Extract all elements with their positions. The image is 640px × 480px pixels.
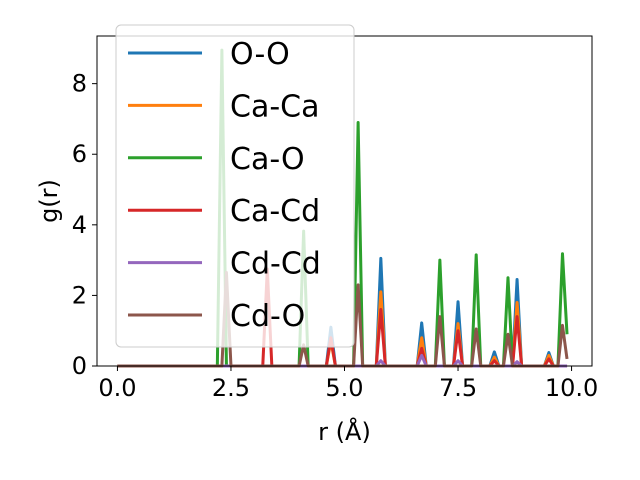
legend: O-O Ca-Ca Ca-O Ca-Cd Cd-Cd Cd-O (115, 24, 355, 348)
legend-entry: Ca-Ca (230, 89, 320, 124)
x-tick-label: 10.0 (545, 374, 598, 402)
y-tick-label: 2 (72, 281, 87, 309)
y-tick-label: 8 (72, 70, 87, 98)
x-tick-label: 5.0 (325, 374, 363, 402)
y-tick-label: 4 (72, 211, 87, 239)
x-tick-label: 2.5 (212, 374, 250, 402)
legend-entry: Ca-Cd (230, 194, 320, 229)
legend-entry: Cd-Cd (230, 247, 321, 282)
y-tick-label: 0 (72, 352, 87, 380)
x-tick-label: 0.0 (98, 374, 136, 402)
x-axis-label: r (Å) (318, 417, 371, 446)
x-tick-label: 7.5 (439, 374, 477, 402)
legend-entry: Cd-O (230, 299, 305, 334)
y-axis-label: g(r) (35, 179, 63, 223)
ticks-layer: 0.0 2.5 5.0 7.5 10.0 0 2 4 6 8 (72, 70, 599, 402)
y-tick-label: 6 (72, 140, 87, 168)
legend-entry: O-O (230, 37, 290, 72)
legend-entry: Ca-O (230, 142, 305, 177)
